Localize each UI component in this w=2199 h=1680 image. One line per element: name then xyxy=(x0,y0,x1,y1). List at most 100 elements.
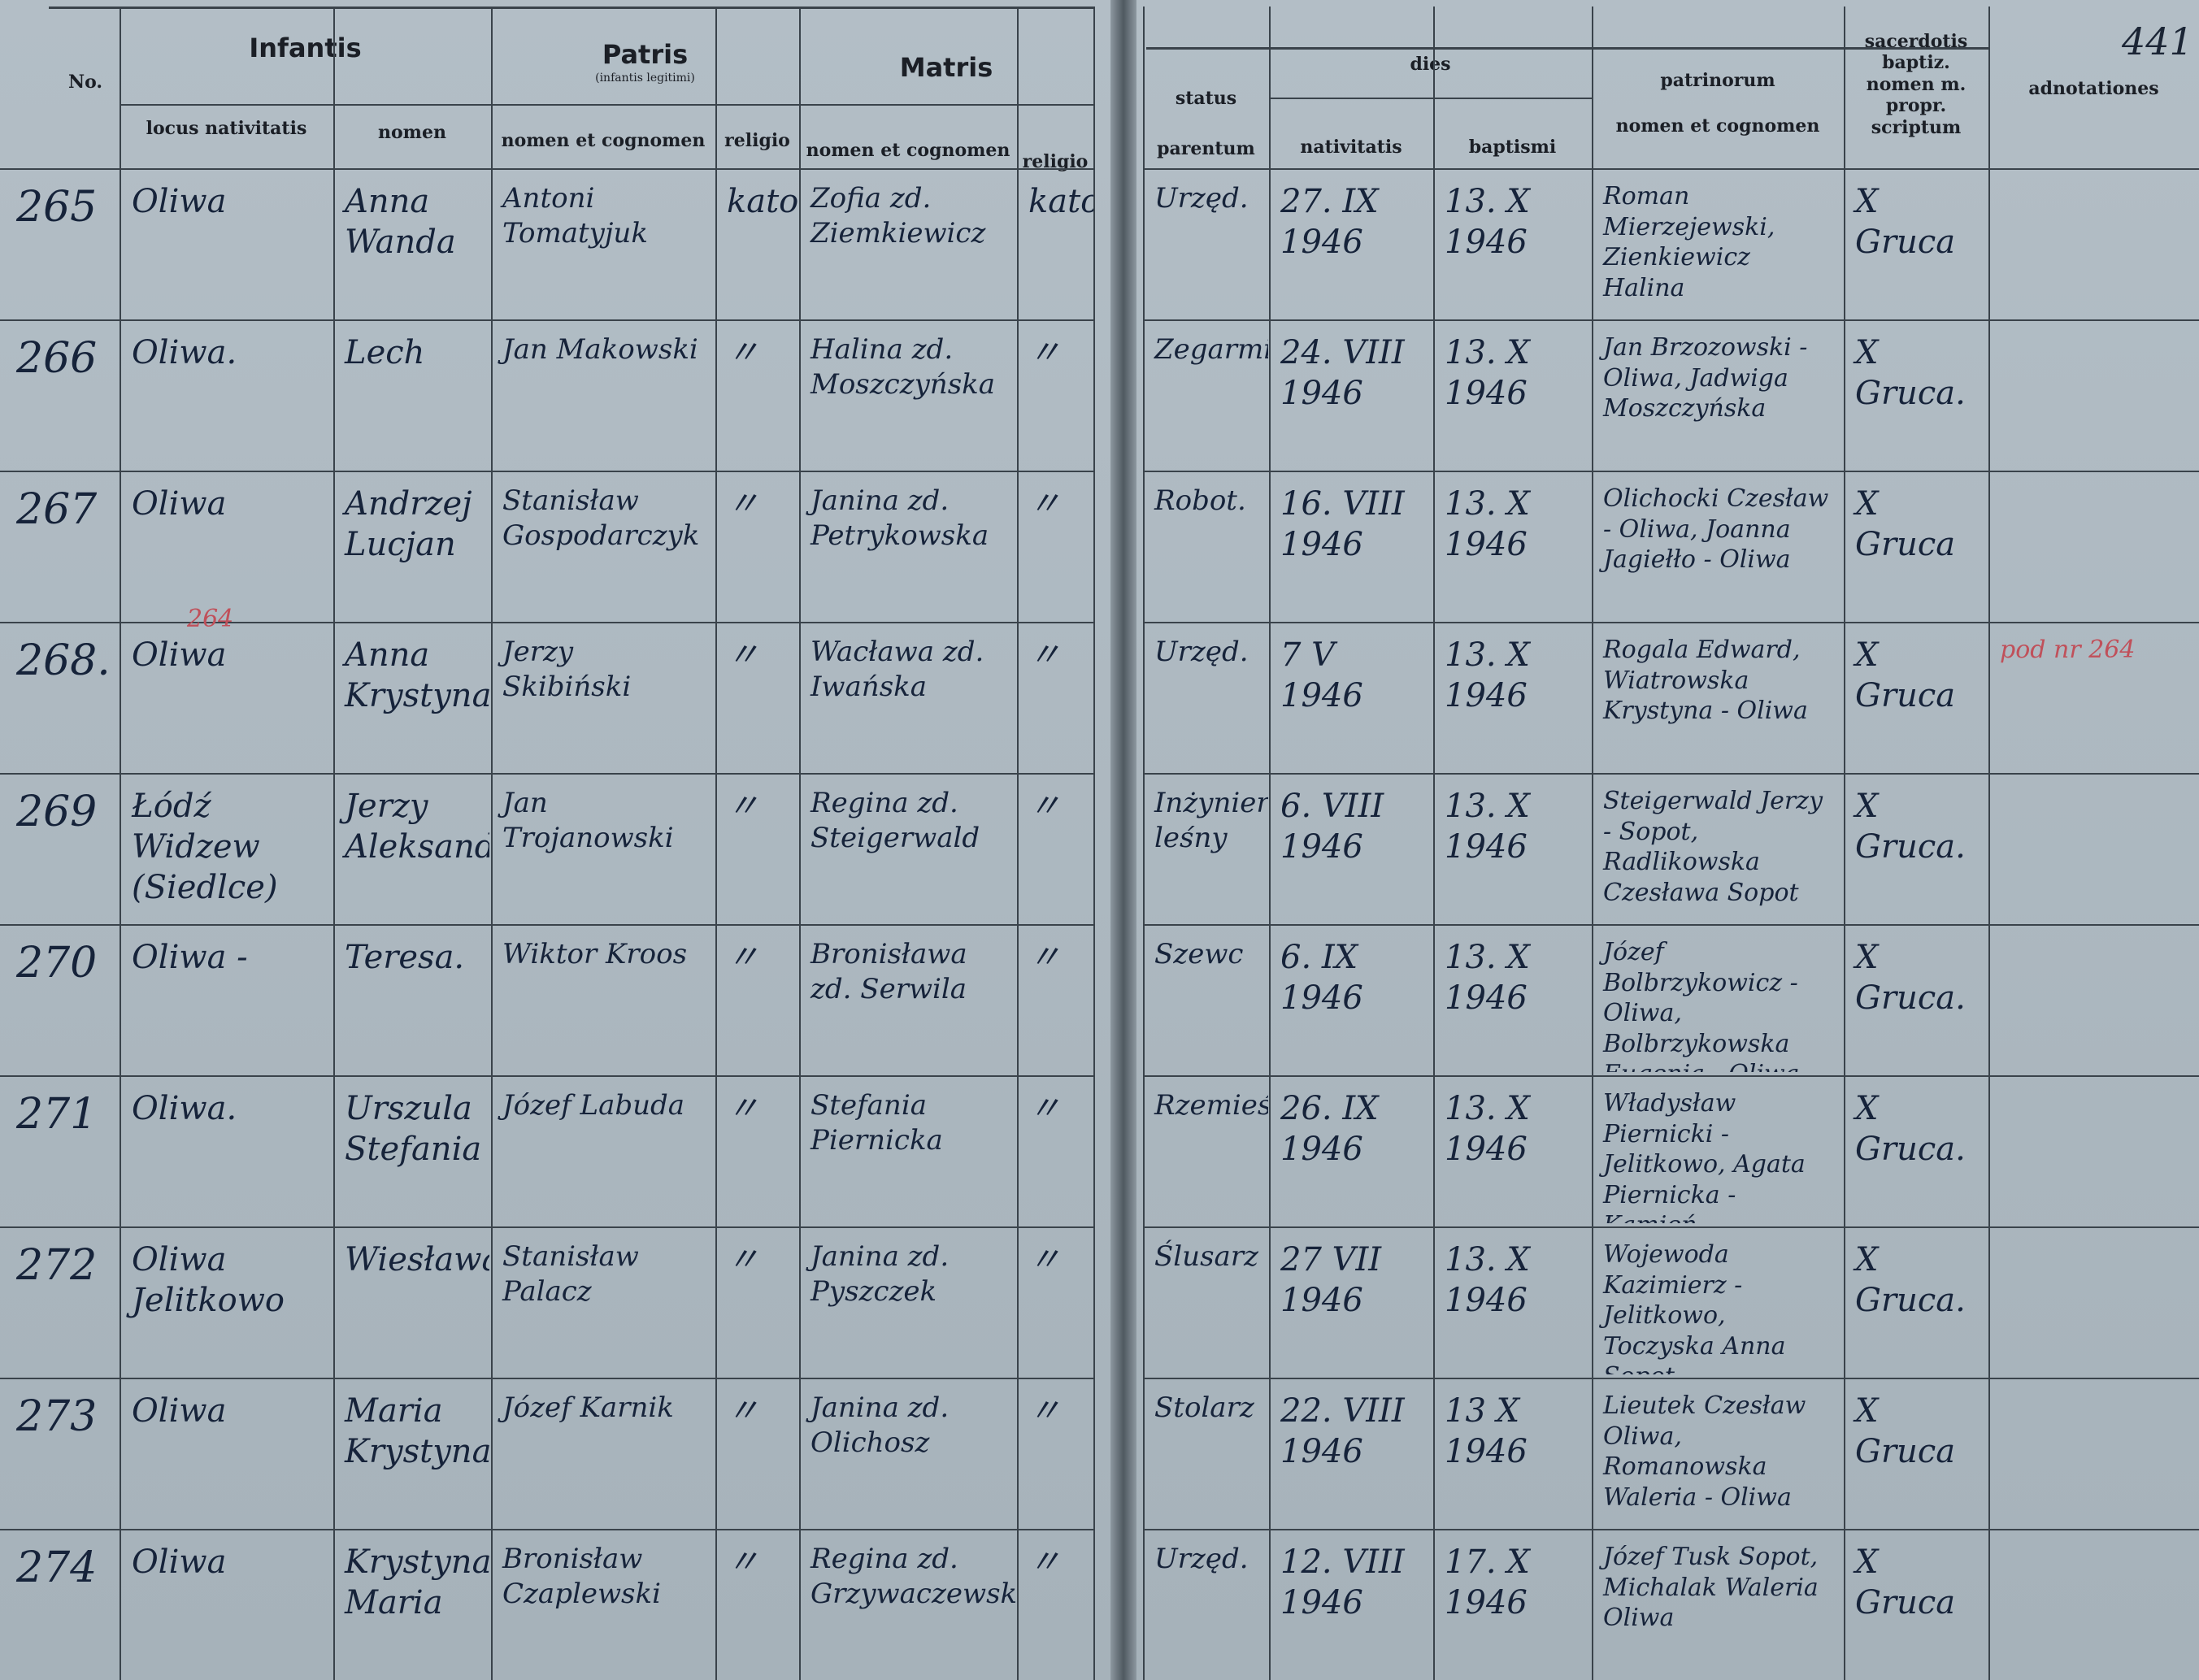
entry-number: 270 xyxy=(16,939,98,988)
mother-name: Regina zd. Steigerwald xyxy=(811,787,980,854)
godparents: Wojewoda Kazimierz - Jelitkowo, Toczyska… xyxy=(1603,1240,1786,1374)
rule-horizontal xyxy=(1143,1529,2199,1530)
birth-date: 6. VIII 1946 xyxy=(1280,788,1384,866)
baptism-date: 17. X 1946 xyxy=(1445,1543,1530,1621)
header: Patris xyxy=(602,39,689,70)
mother-name: Regina zd. Grzywaczewska xyxy=(811,1543,1015,1610)
rule-vertical xyxy=(120,7,121,1680)
birthplace: Oliwa xyxy=(132,485,227,523)
baptism-date: 13. X 1946 xyxy=(1445,485,1530,563)
mother-religion: 〃 xyxy=(1028,334,1061,371)
rule-vertical xyxy=(1017,7,1019,1680)
godparents: Steigerwald Jerzy - Sopot, Radlikowska C… xyxy=(1603,787,1823,907)
birth-date: 7 V 1946 xyxy=(1280,636,1363,714)
rule-vertical xyxy=(1592,7,1593,1680)
rule-horizontal xyxy=(49,7,1093,9)
entry-number: 265 xyxy=(16,183,98,232)
mother-name: Wacława zd. Iwańska xyxy=(811,636,984,703)
birth-date: 26. IX 1946 xyxy=(1280,1090,1379,1168)
child-name: Andrzej Lucjan xyxy=(345,485,472,563)
parents-status: Urzęd. xyxy=(1154,182,1249,215)
birthplace: Oliwa xyxy=(132,183,227,220)
parents-status: Urzęd. xyxy=(1154,1543,1249,1575)
birth-date: 24. VIII 1946 xyxy=(1280,334,1405,412)
mother-religion: 〃 xyxy=(1028,788,1061,825)
rule-vertical xyxy=(1143,7,1145,1680)
child-name: Maria Krystyna xyxy=(345,1392,489,1470)
right-page xyxy=(1132,0,2199,1680)
birthplace: Oliwa. xyxy=(132,1090,237,1127)
header: (infantis legitimi) xyxy=(595,72,695,85)
rule-horizontal xyxy=(1143,622,2199,623)
birthplace: Oliwa xyxy=(132,1543,227,1581)
header: religio xyxy=(724,130,790,151)
parents-status: Inżynier leśny xyxy=(1154,787,1268,854)
child-name: Krystyna Maria xyxy=(345,1543,489,1621)
father-name: Jerzy Skibiński xyxy=(502,636,632,703)
mother-name: Zofia zd. Ziemkiewicz xyxy=(811,182,986,250)
priest: X Gruca xyxy=(1855,485,1956,563)
header: patrinorum xyxy=(1660,70,1775,91)
mother-name: Halina zd. Moszczyńska xyxy=(811,333,996,401)
entry-number: 273 xyxy=(16,1392,98,1441)
child-name: Lech xyxy=(345,334,425,371)
mother-religion: 〃 xyxy=(1028,1392,1061,1430)
rule-vertical xyxy=(799,7,801,1680)
baptism-date: 13. X 1946 xyxy=(1445,183,1530,261)
rule-horizontal xyxy=(1143,1226,2199,1228)
mother-religion: 〃 xyxy=(1028,1090,1061,1127)
mother-religion: 〃 xyxy=(1028,485,1061,523)
entry-number: 274 xyxy=(16,1543,98,1592)
priest: X Gruca xyxy=(1855,1392,1956,1470)
rule-vertical xyxy=(1269,7,1271,1680)
father-name: Wiktor Kroos xyxy=(502,938,688,970)
godparents: Józef Bolbrzykowicz - Oliwa, Bolbrzykows… xyxy=(1603,938,1800,1072)
rule-horizontal xyxy=(1269,98,1592,99)
godparents: Józef Tusk Sopot, Michalak Waleria Oliwa xyxy=(1603,1543,1819,1632)
godparents: Jan Brzozowski - Oliwa, Jadwiga Moszczyń… xyxy=(1603,333,1808,423)
rule-horizontal xyxy=(1143,168,2199,170)
parents-status: Szewc xyxy=(1154,938,1244,970)
header: adnotationes xyxy=(2028,78,2159,99)
rule-horizontal xyxy=(0,924,1093,926)
parents-status: Zegarmistrz xyxy=(1154,333,1268,366)
godparents: Olichocki Czesław - Oliwa, Joanna Jagieł… xyxy=(1603,484,1829,574)
birthplace: Łódź Widzew (Siedlce) xyxy=(132,788,278,906)
child-name: Teresa. xyxy=(345,939,465,976)
father-religion: 〃 xyxy=(727,1090,759,1127)
priest: X Gruca xyxy=(1855,636,1956,714)
rule-horizontal xyxy=(1143,1378,2199,1379)
mother-religion: 〃 xyxy=(1028,1543,1061,1581)
rule-horizontal xyxy=(1143,471,2199,472)
child-name: Jerzy Aleksander xyxy=(345,788,489,866)
rule-horizontal xyxy=(0,168,1093,170)
header: nomen et cognomen xyxy=(1615,115,1820,137)
header: nomen et cognomen xyxy=(501,130,706,151)
baptism-date: 13. X 1946 xyxy=(1445,636,1530,714)
header: status xyxy=(1175,88,1237,109)
entry-number: 269 xyxy=(16,788,98,836)
rule-horizontal xyxy=(1146,47,1988,50)
priest: X Gruca xyxy=(1855,1543,1956,1621)
baptism-date: 13. X 1946 xyxy=(1445,1241,1530,1319)
priest: X Gruca. xyxy=(1855,1241,1966,1319)
header: nativitatis xyxy=(1300,137,1402,158)
mother-religion: 〃 xyxy=(1028,1241,1061,1278)
father-religion: 〃 xyxy=(727,939,759,976)
birth-date: 6. IX 1946 xyxy=(1280,939,1363,1017)
father-name: Stanisław Palacz xyxy=(502,1240,639,1308)
godparents: Władysław Piernicki - Jelitkowo, Agata P… xyxy=(1603,1089,1806,1223)
godparents: Rogala Edward, Wiatrowska Krystyna - Oli… xyxy=(1603,636,1808,725)
rule-horizontal xyxy=(0,319,1093,321)
mother-name: Janina zd. Pyszczek xyxy=(811,1240,950,1308)
father-name: Jan Trojanowski xyxy=(502,787,674,854)
father-religion: 〃 xyxy=(727,1392,759,1430)
birthplace: Oliwa - xyxy=(132,939,248,976)
header: nomen et cognomen xyxy=(806,140,1010,161)
father-name: Stanisław Gospodarczyk xyxy=(502,484,700,552)
mother-religion: katol. xyxy=(1028,183,1093,220)
rule-horizontal xyxy=(0,1529,1093,1530)
rule-horizontal xyxy=(1143,319,2199,321)
baptism-date: 13. X 1946 xyxy=(1445,1090,1530,1168)
